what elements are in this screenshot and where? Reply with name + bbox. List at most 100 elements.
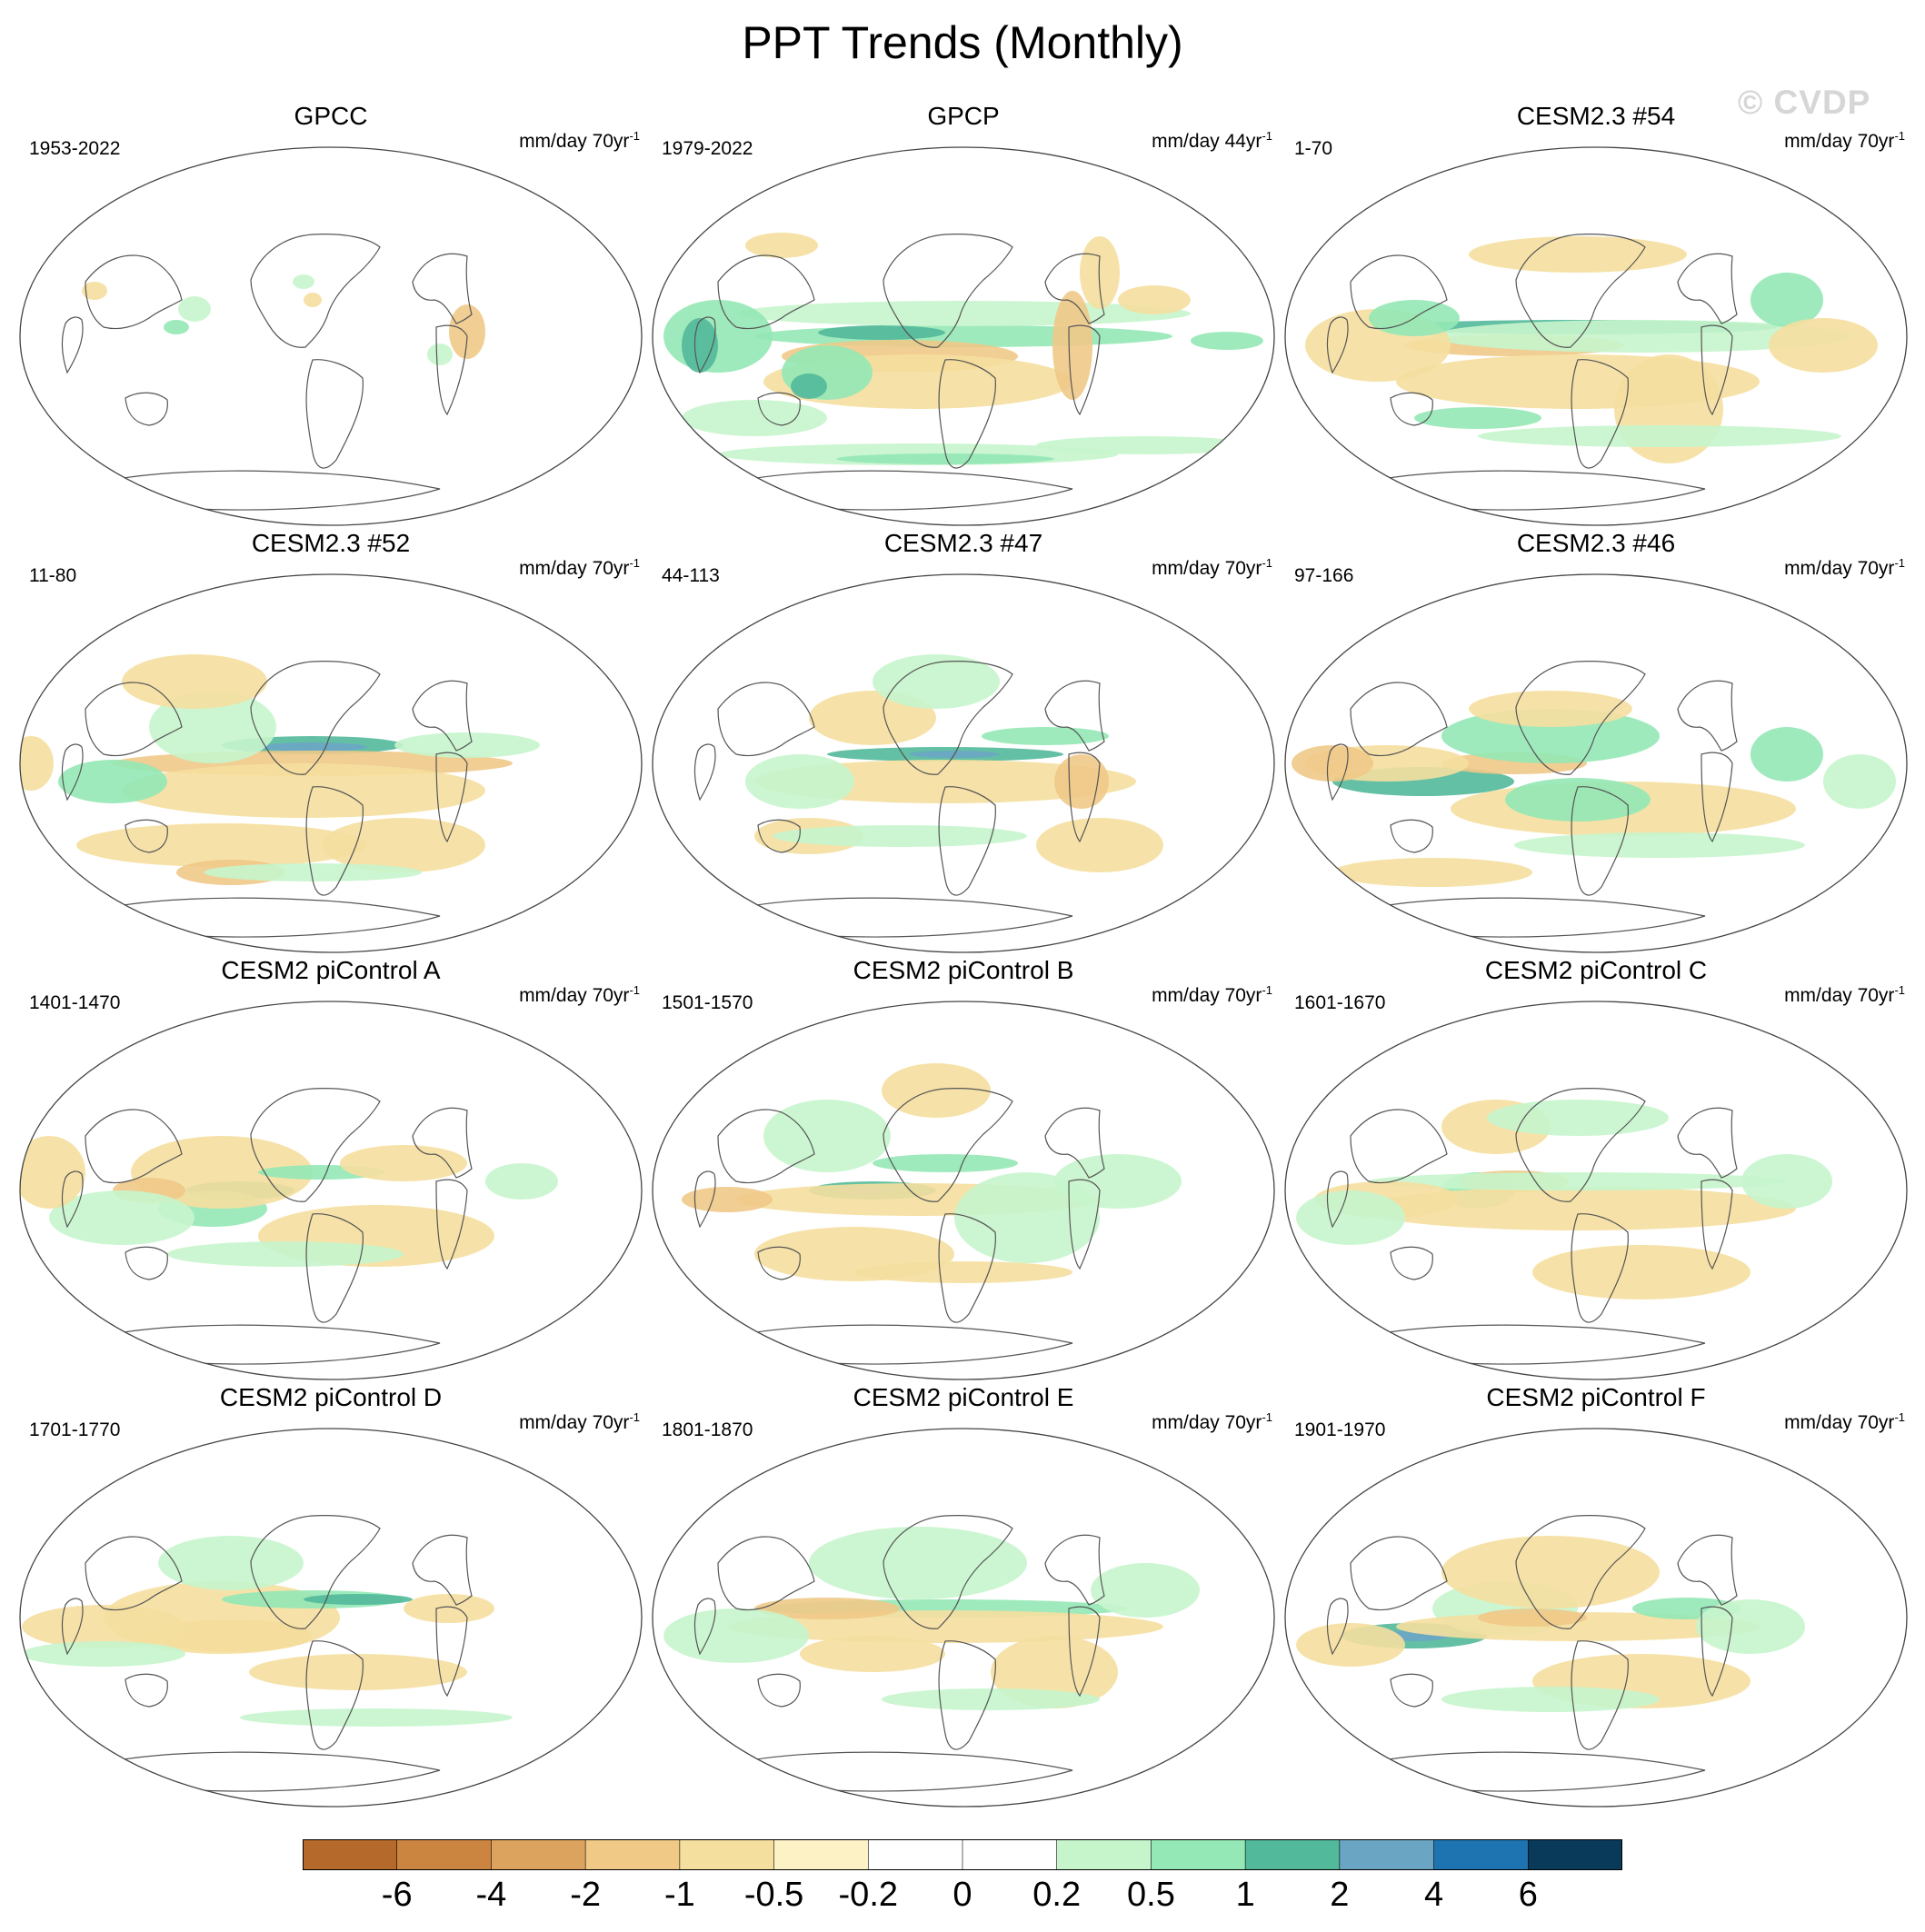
colorbar-swatch bbox=[773, 1839, 869, 1870]
panel-period: 1701-1770 bbox=[29, 1419, 121, 1440]
panel-title: CESM2 piControl C bbox=[1484, 956, 1708, 984]
colorbar-tick-label: 2 bbox=[1330, 1876, 1350, 1914]
coastlines bbox=[1326, 234, 1738, 511]
map-panel: CESM2 piControl E 1801-1870 mm/day 70yr-1 bbox=[645, 1383, 1282, 1810]
map-boundary bbox=[19, 573, 643, 953]
coastlines bbox=[1326, 1088, 1738, 1365]
colorbar-tick-label: -6 bbox=[381, 1876, 413, 1914]
panel-period: 1-70 bbox=[1294, 138, 1333, 159]
panel-period: 1601-1670 bbox=[1294, 992, 1386, 1013]
trend-map bbox=[652, 1428, 1275, 1808]
panel-title: CESM2 piControl A bbox=[221, 956, 441, 984]
colorbar-swatch bbox=[491, 1839, 586, 1870]
trend-map bbox=[1284, 146, 1908, 526]
panel-title: CESM2.3 #47 bbox=[883, 529, 1043, 557]
panel-title: CESM2 piControl F bbox=[1486, 1383, 1706, 1411]
map-boundary bbox=[1284, 1428, 1908, 1808]
map-panel: CESM2 piControl C 1601-1670 mm/day 70yr-1 bbox=[1278, 956, 1914, 1383]
colorbar-tick-label: 1 bbox=[1235, 1876, 1255, 1914]
map-panel: CESM2 piControl D 1701-1770 mm/day 70yr-1 bbox=[13, 1383, 649, 1810]
colorbar-swatch bbox=[585, 1839, 680, 1870]
colorbar-swatch bbox=[868, 1839, 962, 1870]
map-boundary bbox=[652, 573, 1275, 953]
colorbar-swatch bbox=[303, 1839, 397, 1870]
map-boundary bbox=[1284, 1001, 1908, 1380]
panel-period: 1801-1870 bbox=[662, 1419, 753, 1440]
panel-title: GPCP bbox=[927, 102, 1000, 130]
panel-units: mm/day 70yr-1 bbox=[519, 1410, 640, 1433]
coastlines bbox=[1326, 661, 1738, 938]
trend-map bbox=[19, 573, 643, 953]
colorbar-swatch bbox=[1151, 1839, 1246, 1870]
trend-map bbox=[652, 146, 1275, 526]
map-panel: CESM2.3 #46 97-166 mm/day 70yr-1 bbox=[1278, 529, 1914, 956]
panel-units: mm/day 70yr-1 bbox=[1784, 129, 1905, 152]
map-panel: CESM2.3 #52 11-80 mm/day 70yr-1 bbox=[13, 529, 649, 956]
colorbar-swatch bbox=[962, 1839, 1057, 1870]
panel-title: CESM2 piControl B bbox=[853, 956, 1074, 984]
colorbar-swatch bbox=[1056, 1839, 1152, 1870]
trend-map bbox=[652, 1001, 1275, 1380]
panel-units: mm/day 70yr-1 bbox=[1152, 1410, 1272, 1433]
colorbar-swatch bbox=[679, 1839, 774, 1870]
colorbar-tick-label: -2 bbox=[570, 1876, 602, 1914]
coastlines bbox=[61, 234, 473, 511]
map-boundary bbox=[652, 1001, 1275, 1380]
map-boundary bbox=[19, 1428, 643, 1808]
colorbar-swatch bbox=[1528, 1839, 1622, 1870]
map-boundary bbox=[652, 146, 1275, 526]
colorbar-swatch bbox=[1339, 1839, 1434, 1870]
panel-title: CESM2 piControl D bbox=[219, 1383, 443, 1411]
trend-map bbox=[19, 146, 643, 526]
map-boundary bbox=[1284, 573, 1908, 953]
colorbar-swatch bbox=[1433, 1839, 1529, 1870]
panel-units: mm/day 70yr-1 bbox=[1152, 556, 1272, 579]
panel-units: mm/day 70yr-1 bbox=[1152, 983, 1272, 1006]
colorbar-tick-label: 4 bbox=[1423, 1876, 1444, 1914]
colorbar-tick-label: 0.2 bbox=[1032, 1876, 1082, 1914]
figure-title: PPT Trends (Monthly) bbox=[742, 17, 1183, 68]
panel-units: mm/day 44yr-1 bbox=[1152, 129, 1272, 152]
panel-title: CESM2.3 #54 bbox=[1516, 102, 1676, 130]
map-panel: CESM2.3 #54 1-70 mm/day 70yr-1 bbox=[1278, 102, 1914, 529]
trend-map bbox=[1284, 1001, 1908, 1380]
colorbar-tick-label: 0 bbox=[953, 1876, 972, 1914]
colorbar-swatch bbox=[396, 1839, 492, 1870]
map-panel: GPCP 1979-2022 mm/day 44yr-1 bbox=[645, 102, 1282, 529]
trend-map bbox=[19, 1001, 643, 1380]
panel-units: mm/day 70yr-1 bbox=[1784, 1410, 1905, 1433]
map-boundary bbox=[1284, 146, 1908, 526]
coastlines bbox=[61, 661, 473, 938]
panel-title: CESM2.3 #46 bbox=[1516, 529, 1676, 557]
trend-map bbox=[1284, 1428, 1908, 1808]
panel-title: GPCC bbox=[294, 102, 368, 130]
panel-title: CESM2 piControl E bbox=[853, 1383, 1074, 1411]
colorbar-tick-label: 0.5 bbox=[1127, 1876, 1175, 1914]
trend-map bbox=[652, 573, 1275, 953]
colorbar-swatch bbox=[1245, 1839, 1340, 1870]
panel-period: 1401-1470 bbox=[29, 992, 121, 1013]
trend-map bbox=[1284, 573, 1908, 953]
panel-units: mm/day 70yr-1 bbox=[1784, 556, 1905, 579]
panel-units: mm/day 70yr-1 bbox=[519, 556, 640, 579]
panel-title: CESM2.3 #52 bbox=[251, 529, 411, 557]
colorbar-tick-label: -0.2 bbox=[838, 1876, 899, 1914]
panel-units: mm/day 70yr-1 bbox=[519, 983, 640, 1006]
map-panel: CESM2 piControl A 1401-1470 mm/day 70yr-1 bbox=[13, 956, 649, 1383]
trend-map bbox=[19, 1428, 643, 1808]
map-boundary bbox=[19, 1001, 643, 1380]
colorbar-tick-label: 6 bbox=[1518, 1876, 1538, 1914]
panel-period: 1979-2022 bbox=[662, 138, 753, 159]
colorbar-tick-label: -1 bbox=[663, 1876, 695, 1914]
panel-period: 1953-2022 bbox=[29, 138, 121, 159]
map-panel: CESM2 piControl F 1901-1970 mm/day 70yr-1 bbox=[1278, 1383, 1914, 1810]
panel-period: 11-80 bbox=[29, 565, 77, 586]
colorbar-tick-label: -0.5 bbox=[743, 1876, 804, 1914]
map-boundary bbox=[19, 146, 643, 526]
map-panel: GPCC 1953-2022 mm/day 70yr-1 bbox=[13, 102, 649, 529]
panel-period: 97-166 bbox=[1294, 565, 1354, 586]
map-boundary bbox=[652, 1428, 1275, 1808]
panel-period: 1501-1570 bbox=[662, 992, 753, 1013]
panel-units: mm/day 70yr-1 bbox=[519, 129, 640, 152]
map-panel: CESM2 piControl B 1501-1570 mm/day 70yr-1 bbox=[645, 956, 1282, 1383]
